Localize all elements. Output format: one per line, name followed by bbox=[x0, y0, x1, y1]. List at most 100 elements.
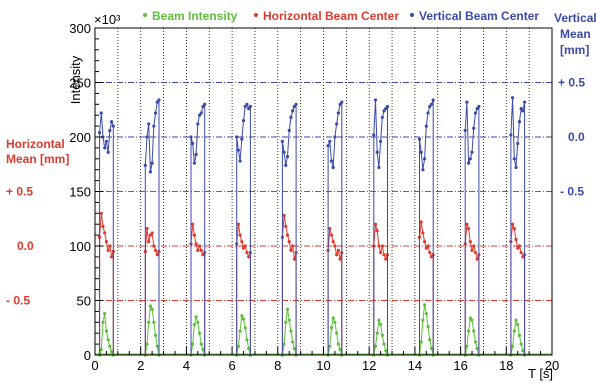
vertical-point bbox=[385, 104, 390, 109]
vertical-point bbox=[514, 165, 518, 170]
intensity-point bbox=[108, 344, 112, 348]
vertical-point bbox=[292, 104, 296, 109]
vertical-point bbox=[465, 100, 469, 104]
horizontal-point bbox=[424, 246, 428, 250]
intensity-point bbox=[519, 342, 523, 346]
vertical-point bbox=[109, 120, 114, 124]
vertical-point bbox=[522, 100, 527, 104]
legend-horizontal-marker bbox=[254, 13, 258, 17]
vertical-point bbox=[516, 141, 520, 146]
y-tick-label: 200 bbox=[69, 130, 91, 145]
legend-intensity-label: Beam Intensity bbox=[152, 9, 238, 23]
horizontal-point bbox=[291, 244, 295, 248]
horizontal-point bbox=[103, 231, 107, 235]
intensity-point bbox=[375, 331, 379, 335]
intensity-point bbox=[521, 349, 525, 353]
horizontal-point bbox=[104, 240, 109, 244]
vertical-point bbox=[328, 139, 332, 143]
intensity-point bbox=[424, 311, 428, 316]
legend-intensity-marker bbox=[143, 13, 147, 17]
vertical-point bbox=[331, 165, 335, 170]
horizontal-point bbox=[101, 224, 105, 228]
vertical-point bbox=[417, 137, 422, 141]
horizontal-point bbox=[426, 244, 430, 248]
intensity-point bbox=[201, 347, 205, 352]
horizontal-spill-line bbox=[236, 224, 251, 355]
left-secondary-axis: Horizontal Mean [mm] + 0.5 0.0 - 0.5 bbox=[6, 137, 69, 308]
intensity-point bbox=[284, 320, 288, 324]
vertical-point bbox=[375, 150, 379, 154]
vertical-point bbox=[104, 139, 109, 143]
intensity-point bbox=[240, 314, 244, 318]
intensity-point bbox=[152, 320, 156, 324]
horizontal-point bbox=[289, 248, 293, 252]
horizontal-point bbox=[375, 229, 379, 233]
horizontal-point bbox=[285, 233, 290, 237]
intensity-point bbox=[191, 342, 195, 346]
vertical-point bbox=[335, 122, 339, 126]
vertical-point bbox=[197, 113, 202, 117]
intensity-point bbox=[426, 325, 430, 329]
horizontal-point bbox=[245, 250, 249, 255]
vertical-point bbox=[194, 152, 198, 157]
horizontal-point bbox=[336, 248, 340, 252]
vertical-point bbox=[196, 122, 200, 126]
horizontal-point bbox=[519, 250, 523, 255]
vertical-point bbox=[333, 135, 337, 139]
horizontal-point bbox=[147, 240, 151, 244]
x-tick-label: 2 bbox=[137, 358, 144, 373]
horizontal-point bbox=[284, 224, 288, 228]
vertical-point bbox=[336, 111, 340, 115]
vertical-point bbox=[111, 124, 115, 128]
intensity-point bbox=[104, 329, 109, 333]
x-axis-title: T [s] bbox=[528, 366, 553, 381]
legend-horizontal-label: Horizontal Beam Center bbox=[263, 9, 399, 23]
vertical-point bbox=[472, 126, 476, 130]
horizontal-point bbox=[421, 231, 425, 235]
intensity-point bbox=[245, 338, 249, 342]
horizontal-point bbox=[153, 248, 158, 252]
reference-lines bbox=[95, 82, 552, 301]
horizontal-point bbox=[419, 220, 423, 224]
intensity-point bbox=[199, 342, 203, 346]
horizontal-point bbox=[470, 248, 474, 252]
vertical-point bbox=[475, 107, 479, 111]
vertical-point bbox=[477, 104, 481, 109]
intensity-point bbox=[331, 316, 335, 320]
intensity-point bbox=[419, 340, 423, 344]
vertical-point bbox=[512, 157, 516, 161]
x-tick-label: 10 bbox=[316, 358, 330, 373]
horizontal-point bbox=[197, 244, 202, 248]
vertical-point bbox=[201, 104, 205, 109]
intensity-point bbox=[473, 340, 478, 344]
vertical-point bbox=[199, 111, 203, 115]
vertical-point bbox=[429, 102, 434, 106]
vertical-point bbox=[145, 135, 149, 139]
intensity-point bbox=[335, 331, 339, 335]
intensity-point bbox=[291, 340, 295, 344]
vertical-point bbox=[287, 128, 291, 133]
vertical-point bbox=[463, 128, 467, 133]
intensity-point bbox=[150, 307, 154, 311]
horizontal-point bbox=[516, 246, 520, 250]
vertical-point bbox=[509, 133, 513, 137]
horizontal-point bbox=[338, 257, 342, 261]
series-vertical bbox=[97, 96, 527, 355]
intensity-point bbox=[247, 346, 251, 351]
horizontal-point bbox=[194, 242, 198, 246]
intensity-point bbox=[338, 347, 342, 352]
vertical-point bbox=[517, 120, 522, 124]
intensity-point bbox=[292, 346, 296, 351]
intensity-point bbox=[517, 333, 522, 337]
intensity-point bbox=[192, 322, 196, 327]
x-tick-label: 8 bbox=[274, 358, 281, 373]
intensity-point bbox=[106, 338, 110, 342]
intensity-point bbox=[287, 318, 291, 322]
intensity-point bbox=[472, 329, 476, 333]
vertical-point bbox=[143, 163, 147, 167]
horizontal-point bbox=[466, 226, 471, 231]
horizontal-point bbox=[429, 255, 434, 259]
right-axis-label-zero: 0.0 bbox=[568, 130, 585, 144]
intensity-point bbox=[510, 344, 515, 348]
